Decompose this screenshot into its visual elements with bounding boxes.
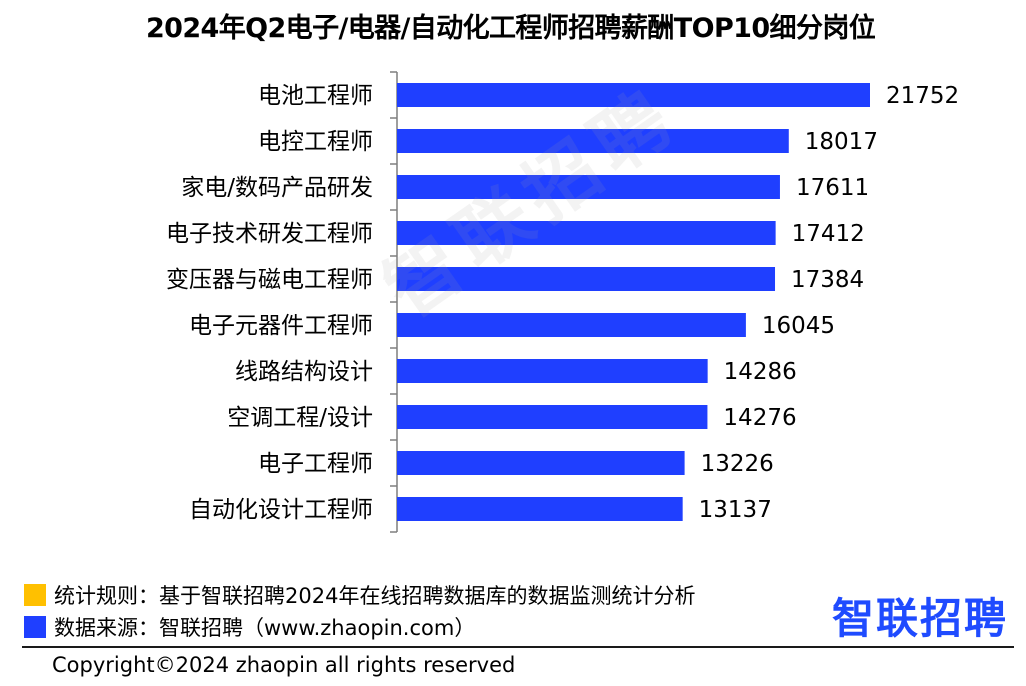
bar-1 <box>397 83 870 107</box>
legend-rule: 统计规则：基于智联招聘2024年在线招聘数据库的数据监测统计分析 <box>24 580 695 610</box>
chart-title-wrap: 2024年Q2电子/电器/自动化工程师招聘薪酬TOP10细分岗位 <box>0 0 1026 50</box>
bar-2 <box>397 129 789 153</box>
value-label-7: 14286 <box>724 359 797 385</box>
value-label-4: 17412 <box>792 221 865 247</box>
copyright-text: Copyright©2024 zhaopin all rights reserv… <box>52 653 516 677</box>
bar-chart: 电池工程师 21752 电控工程师 18017 家电/数码产品研发 17611 电子技术研发… <box>166 71 959 533</box>
value-label-5: 17384 <box>791 267 864 293</box>
zhaopin-logo: 智联招聘 <box>832 594 1009 643</box>
legend-source: 数据来源：智联招聘（www.zhaopin.com） <box>24 612 475 642</box>
category-label-5: 变压器与磁电工程师 <box>166 267 373 293</box>
bar-4 <box>397 221 776 245</box>
value-label-2: 18017 <box>805 129 878 155</box>
bar-3 <box>397 175 780 199</box>
category-label-1: 电池工程师 <box>258 83 373 109</box>
bar-6 <box>397 313 746 337</box>
category-label-9: 电子工程师 <box>258 451 373 477</box>
chart-title: 2024年Q2电子/电器/自动化工程师招聘薪酬TOP10细分岗位 <box>146 13 876 44</box>
value-label-1: 21752 <box>886 83 959 109</box>
value-label-3: 17611 <box>796 175 869 201</box>
category-label-3: 家电/数码产品研发 <box>181 175 373 201</box>
legend-source-text: 数据来源：智联招聘（www.zhaopin.com） <box>54 616 476 640</box>
category-label-7: 线路结构设计 <box>235 359 373 385</box>
bar-10 <box>397 497 683 521</box>
bar-9 <box>397 451 685 475</box>
category-label-8: 空调工程/设计 <box>227 405 373 431</box>
bar-5 <box>397 267 776 291</box>
category-label-4: 电子技术研发工程师 <box>166 221 373 247</box>
bar-7 <box>397 359 708 383</box>
category-label-2: 电控工程师 <box>258 129 373 155</box>
footer-divider <box>22 646 1014 648</box>
bar-8 <box>397 405 708 429</box>
legend-rule-swatch <box>24 584 46 606</box>
legend-rule-text: 统计规则：基于智联招聘2024年在线招聘数据库的数据监测统计分析 <box>54 584 696 608</box>
category-label-6: 电子元器件工程师 <box>189 313 373 339</box>
value-label-6: 16045 <box>762 313 835 339</box>
category-label-10: 自动化设计工程师 <box>189 497 373 523</box>
value-label-8: 14276 <box>723 405 796 431</box>
value-label-9: 13226 <box>701 451 774 477</box>
value-label-10: 13137 <box>699 497 772 523</box>
legend-source-swatch <box>24 616 46 638</box>
